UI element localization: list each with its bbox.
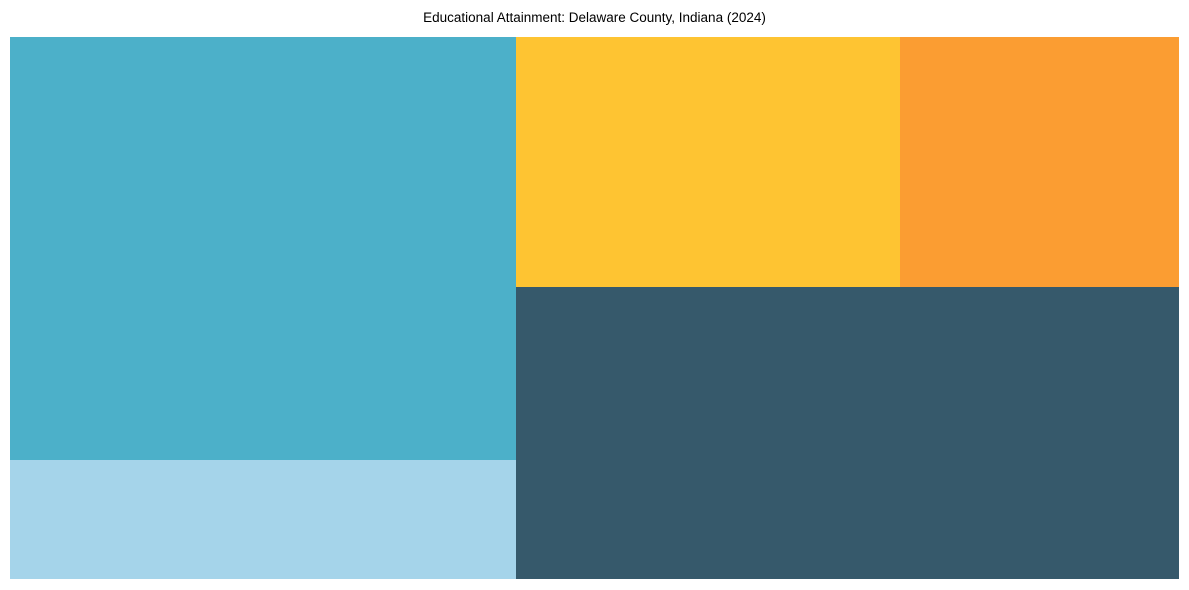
treemap-tile-segment-3-yellow[interactable] — [516, 37, 901, 288]
treemap-tile-segment-1-teal[interactable] — [10, 37, 517, 460]
chart-title: Educational Attainment: Delaware County,… — [423, 10, 766, 25]
treemap-plot — [10, 37, 1179, 579]
treemap-tile-segment-2-dark-slate[interactable] — [516, 287, 1179, 579]
treemap-tile-segment-5-light-blue[interactable] — [10, 459, 517, 579]
treemap-tile-segment-4-orange[interactable] — [900, 37, 1179, 288]
